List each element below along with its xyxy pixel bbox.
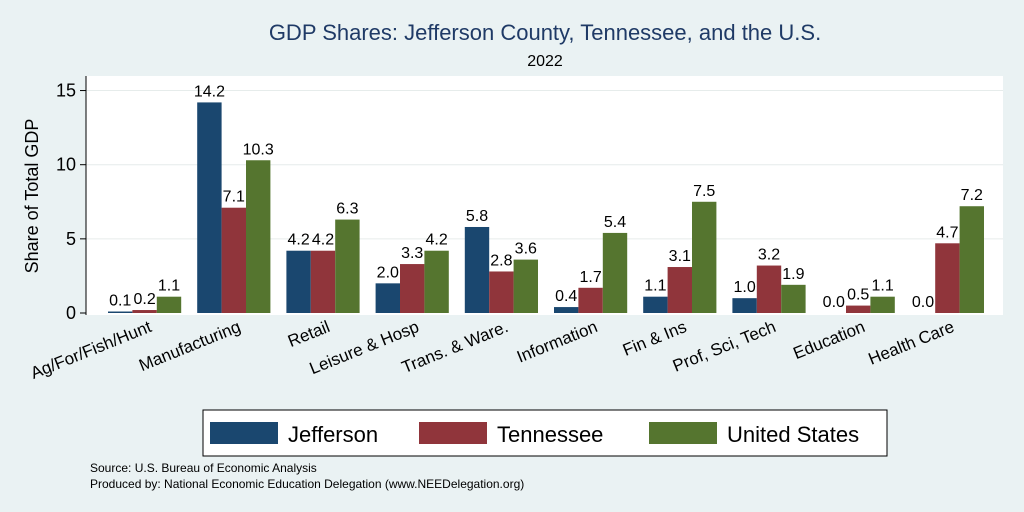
data-label: 1.9 xyxy=(782,266,804,283)
bar-tennessee xyxy=(578,287,603,313)
bar-jefferson xyxy=(375,283,400,313)
bar-jefferson xyxy=(197,102,222,313)
bar-united-states xyxy=(870,296,895,313)
bar-jefferson xyxy=(554,307,579,313)
legend-label: Tennessee xyxy=(497,422,603,447)
x-tick-label: Manufacturing xyxy=(136,317,243,375)
y-tick-label: 0 xyxy=(66,303,76,323)
bar-tennessee xyxy=(489,271,514,313)
data-label: 1.1 xyxy=(158,278,180,295)
legend-swatch xyxy=(210,422,278,444)
legend-swatch xyxy=(649,422,717,444)
data-label: 3.3 xyxy=(401,245,423,262)
data-label: 1.1 xyxy=(644,278,666,295)
data-label: 3.6 xyxy=(515,241,537,258)
data-label: 1.7 xyxy=(579,269,601,286)
bar-tennessee xyxy=(132,310,157,313)
data-label: 10.3 xyxy=(243,141,274,158)
x-tick-label: Education xyxy=(790,317,867,363)
bar-jefferson xyxy=(108,311,133,313)
data-label: 0.0 xyxy=(912,294,934,311)
producer-note: Produced by: National Economic Education… xyxy=(90,477,524,491)
chart-title: GDP Shares: Jefferson County, Tennessee,… xyxy=(269,20,821,45)
x-tick-label: Prof, Sci, Tech xyxy=(670,317,778,376)
data-label: 1.0 xyxy=(733,279,755,296)
legend-label: Jefferson xyxy=(288,422,378,447)
data-label: 7.1 xyxy=(223,189,245,206)
y-axis-title: Share of Total GDP xyxy=(22,119,42,274)
data-label: 6.3 xyxy=(336,201,358,218)
bar-united-states xyxy=(692,201,717,313)
data-label: 0.4 xyxy=(555,288,577,305)
data-label: 4.2 xyxy=(425,232,447,249)
data-label: 3.2 xyxy=(758,247,780,264)
bar-jefferson xyxy=(732,298,757,313)
data-labels: 0.1 0.21.114.27.110.34.2 4.26.32.03.34.25.… xyxy=(109,83,983,311)
data-label: 7.2 xyxy=(961,187,983,204)
bar-united-states xyxy=(156,296,182,313)
y-axis-ticks: 0 5 10 15 xyxy=(56,81,86,323)
data-label: 2.0 xyxy=(377,264,399,281)
data-label: 4.2 xyxy=(312,232,334,249)
data-label: 3.1 xyxy=(669,248,691,265)
data-label: 1.1 xyxy=(871,278,893,295)
bar-tennessee xyxy=(400,264,425,313)
bar-tennessee xyxy=(846,305,871,313)
data-label: 0.1 xyxy=(109,293,131,310)
bars xyxy=(108,102,984,313)
chart-subtitle: 2022 xyxy=(527,53,563,70)
bar-jefferson xyxy=(464,226,490,313)
y-tick-label: 5 xyxy=(66,229,76,249)
data-label: 4.2 xyxy=(287,232,309,249)
data-label: 2.8 xyxy=(490,252,512,269)
data-label: 0.5 xyxy=(847,287,869,304)
data-label: 0.0 xyxy=(823,294,845,311)
data-label: 5.8 xyxy=(466,208,488,225)
y-tick-label: 15 xyxy=(56,81,76,101)
bar-united-states xyxy=(959,206,984,313)
bar-united-states xyxy=(602,232,628,313)
bar-tennessee xyxy=(935,243,960,313)
bar-tennessee xyxy=(221,207,246,313)
bar-united-states xyxy=(781,284,806,313)
bar-united-states xyxy=(335,219,360,313)
legend-items: Jefferson Tennessee United States xyxy=(210,422,859,447)
bar-united-states xyxy=(513,259,538,313)
bar-united-states xyxy=(246,160,271,313)
x-tick-label: Ag/For/Fish/Hunt xyxy=(28,317,155,383)
x-tick-label: Retail xyxy=(285,317,332,351)
data-label: 4.7 xyxy=(936,224,958,241)
bar-tennessee xyxy=(310,250,336,313)
legend-label: United States xyxy=(727,422,859,447)
data-label: 14.2 xyxy=(194,83,225,100)
x-tick-label: Health Care xyxy=(866,317,957,369)
legend-swatch xyxy=(419,422,487,444)
legend: Jefferson Tennessee United States xyxy=(202,409,888,457)
data-label: 0.2 xyxy=(133,291,155,308)
bar-tennessee xyxy=(667,267,692,313)
data-label: 7.5 xyxy=(693,183,715,200)
bar-jefferson xyxy=(286,250,311,313)
data-label: 5.4 xyxy=(604,214,626,231)
x-tick-label: Information xyxy=(514,317,600,366)
legend-box xyxy=(202,409,888,457)
bar-jefferson xyxy=(643,296,668,313)
bar-united-states xyxy=(424,250,449,313)
y-tick-label: 10 xyxy=(56,155,76,175)
bar-tennessee xyxy=(756,265,782,313)
source-note: Source: U.S. Bureau of Economic Analysis xyxy=(90,461,317,475)
